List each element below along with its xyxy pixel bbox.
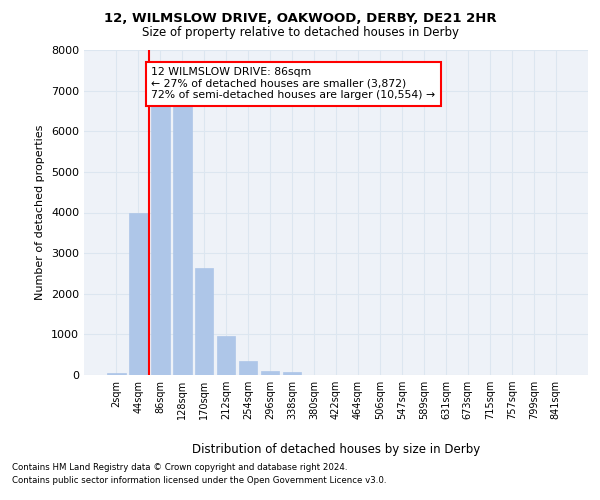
Bar <box>239 361 257 375</box>
Text: Size of property relative to detached houses in Derby: Size of property relative to detached ho… <box>142 26 458 39</box>
Bar <box>195 268 214 375</box>
Bar <box>261 370 280 375</box>
Text: 12, WILMSLOW DRIVE, OAKWOOD, DERBY, DE21 2HR: 12, WILMSLOW DRIVE, OAKWOOD, DERBY, DE21… <box>104 12 496 26</box>
Text: Distribution of detached houses by size in Derby: Distribution of detached houses by size … <box>192 442 480 456</box>
Text: Contains public sector information licensed under the Open Government Licence v3: Contains public sector information licen… <box>12 476 386 485</box>
Y-axis label: Number of detached properties: Number of detached properties <box>35 125 46 300</box>
Bar <box>107 372 125 375</box>
Bar <box>129 214 148 375</box>
Bar <box>173 106 191 375</box>
Bar <box>151 106 170 375</box>
Text: 12 WILMSLOW DRIVE: 86sqm
← 27% of detached houses are smaller (3,872)
72% of sem: 12 WILMSLOW DRIVE: 86sqm ← 27% of detach… <box>151 67 436 100</box>
Bar <box>283 372 301 375</box>
Text: Contains HM Land Registry data © Crown copyright and database right 2024.: Contains HM Land Registry data © Crown c… <box>12 464 347 472</box>
Bar <box>217 336 235 375</box>
